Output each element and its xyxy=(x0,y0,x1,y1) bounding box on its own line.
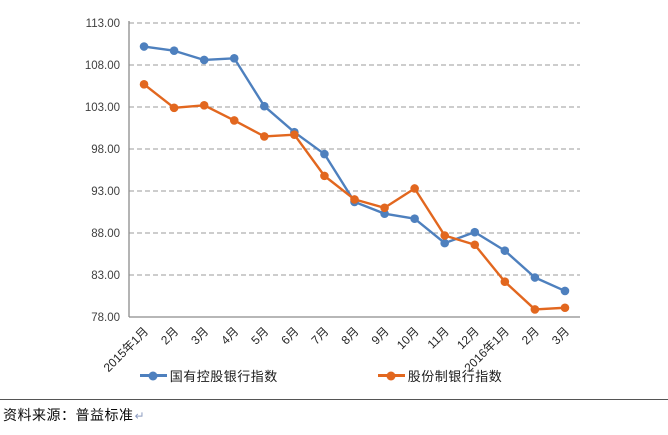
source-caption-text: 资料来源：普益标准 xyxy=(3,407,134,423)
series-point xyxy=(320,149,329,159)
series-point xyxy=(229,53,239,63)
series-point xyxy=(560,303,570,313)
x-axis-tick-label: 10月 xyxy=(394,324,422,352)
y-axis-tick-label: 98.00 xyxy=(91,144,120,156)
series-point xyxy=(530,305,540,314)
y-axis-tick-label: 103.00 xyxy=(85,102,120,114)
series-point xyxy=(470,240,480,250)
series-point xyxy=(169,103,179,113)
y-axis-tick-label: 78.00 xyxy=(91,312,120,324)
x-axis-tick-label: 3月 xyxy=(549,324,572,347)
series-point xyxy=(500,246,510,255)
series-point xyxy=(530,273,540,282)
x-axis-tick-label: 4月 xyxy=(218,324,241,347)
source-caption: 资料来源：普益标准↵ xyxy=(3,405,145,425)
footer-divider xyxy=(0,399,668,400)
y-axis-tick-label: 113.00 xyxy=(86,18,120,30)
x-axis-tick-label: 8月 xyxy=(339,324,362,347)
legend-item-label: 国有控股银行指数 xyxy=(169,369,278,384)
series-point xyxy=(440,238,450,248)
legend-item-label: 股份制银行指数 xyxy=(407,369,503,384)
chart-legend: 国有控股银行指数 股份制银行指数 xyxy=(0,366,642,385)
y-axis-tick-label: 108.00 xyxy=(85,60,120,72)
series-point xyxy=(380,203,389,213)
series-point xyxy=(410,184,419,193)
x-axis-tick-label: 6月 xyxy=(278,324,301,347)
x-axis-tick-label: 2月 xyxy=(158,324,181,347)
series-point xyxy=(139,80,149,89)
legend-marker-icon xyxy=(377,371,405,380)
series-point xyxy=(229,116,239,125)
series-point xyxy=(290,130,299,140)
x-axis-tick-label: 7月 xyxy=(308,324,331,347)
series-point xyxy=(410,214,419,224)
series-point xyxy=(500,277,510,287)
series-line-0 xyxy=(142,45,567,293)
legend-item-series-0[interactable]: 国有控股银行指数 xyxy=(139,366,278,385)
series-point xyxy=(380,209,389,218)
legend-item-series-1[interactable]: 股份制银行指数 xyxy=(377,366,503,385)
x-axis-tick-label: 11月 xyxy=(425,324,452,351)
x-axis-tick-label: 3月 xyxy=(188,324,211,347)
series-point xyxy=(199,55,209,65)
paragraph-return-icon: ↵ xyxy=(134,409,146,423)
series-point xyxy=(199,101,209,110)
x-axis-tick-label: 5月 xyxy=(248,324,271,347)
series-point xyxy=(169,46,179,56)
y-axis-tick-label: 93.00 xyxy=(91,186,120,198)
series-point xyxy=(440,231,450,240)
series-point xyxy=(470,227,480,237)
x-axis-tick-label: 2月 xyxy=(519,324,542,347)
series-point xyxy=(260,101,269,111)
series-point xyxy=(260,132,269,141)
y-axis-tick-label: 83.00 xyxy=(91,270,120,282)
series-point xyxy=(139,42,149,51)
series-point xyxy=(560,286,570,296)
x-axis-tick-label: 9月 xyxy=(369,324,392,347)
chart-canvas[interactable]: 113.00 108.00 103.00 98.00 93.00 88.00 83.00 78… xyxy=(0,0,668,400)
series-point xyxy=(350,195,359,204)
legend-marker-icon xyxy=(139,371,167,380)
series-point xyxy=(320,171,329,181)
y-axis-tick-label: 88.00 xyxy=(91,228,120,240)
